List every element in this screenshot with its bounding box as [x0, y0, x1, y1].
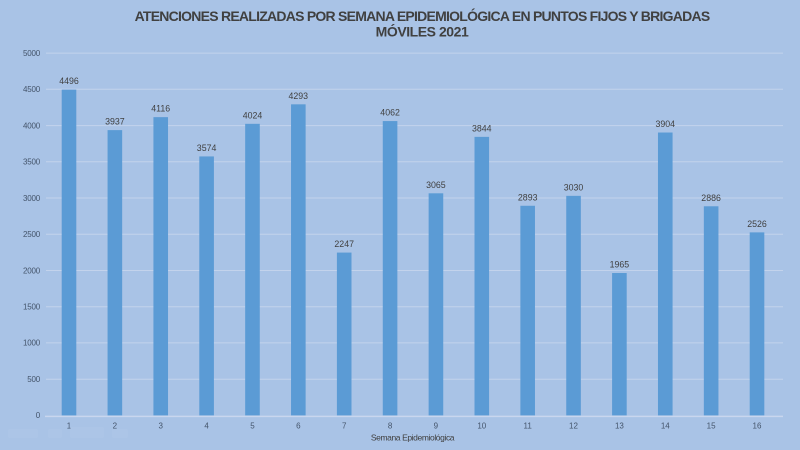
- svg-text:3904: 3904: [656, 119, 676, 129]
- svg-text:1965: 1965: [610, 260, 630, 270]
- svg-text:2886: 2886: [701, 193, 721, 203]
- svg-text:15: 15: [707, 422, 716, 431]
- svg-text:12: 12: [569, 422, 578, 431]
- svg-text:5000: 5000: [23, 49, 41, 58]
- svg-text:4293: 4293: [289, 91, 309, 101]
- svg-text:3030: 3030: [564, 182, 584, 192]
- svg-text:16: 16: [753, 422, 762, 431]
- svg-text:3000: 3000: [23, 194, 41, 203]
- svg-text:1: 1: [67, 422, 72, 431]
- svg-text:3065: 3065: [426, 180, 446, 190]
- svg-text:10: 10: [477, 422, 486, 431]
- svg-text:4116: 4116: [151, 104, 170, 114]
- svg-text:11: 11: [524, 422, 533, 431]
- svg-text:4500: 4500: [23, 85, 41, 94]
- svg-text:4496: 4496: [59, 76, 79, 86]
- svg-text:0: 0: [36, 411, 41, 420]
- svg-text:3844: 3844: [472, 123, 492, 133]
- svg-text:13: 13: [615, 422, 624, 431]
- svg-text:4062: 4062: [380, 108, 400, 118]
- svg-text:5: 5: [250, 422, 255, 431]
- svg-text:4024: 4024: [243, 110, 263, 120]
- svg-text:2500: 2500: [23, 230, 41, 239]
- svg-text:2893: 2893: [518, 192, 538, 202]
- svg-text:3937: 3937: [105, 117, 125, 127]
- svg-text:3574: 3574: [197, 143, 217, 153]
- svg-text:8: 8: [388, 422, 393, 431]
- svg-text:4000: 4000: [23, 121, 41, 130]
- svg-text:2: 2: [113, 422, 118, 431]
- svg-text:3500: 3500: [23, 158, 41, 167]
- svg-text:2526: 2526: [747, 219, 767, 229]
- svg-text:6: 6: [296, 422, 301, 431]
- svg-text:2247: 2247: [334, 239, 354, 249]
- svg-text:3: 3: [158, 422, 163, 431]
- svg-text:1500: 1500: [23, 303, 41, 312]
- svg-text:1000: 1000: [23, 339, 41, 348]
- svg-text:500: 500: [27, 375, 40, 384]
- svg-text:9: 9: [434, 422, 439, 431]
- svg-text:Semana Epidemiológica: Semana Epidemiológica: [371, 433, 455, 443]
- svg-text:MÓVILES 2021: MÓVILES 2021: [376, 22, 469, 39]
- svg-text:4: 4: [204, 422, 209, 431]
- svg-text:7: 7: [342, 422, 347, 431]
- svg-text:2000: 2000: [23, 266, 41, 275]
- svg-text:ATENCIONES REALIZADAS POR SEMA: ATENCIONES REALIZADAS POR SEMANA EPIDEMI…: [135, 7, 710, 24]
- svg-text:14: 14: [661, 422, 670, 431]
